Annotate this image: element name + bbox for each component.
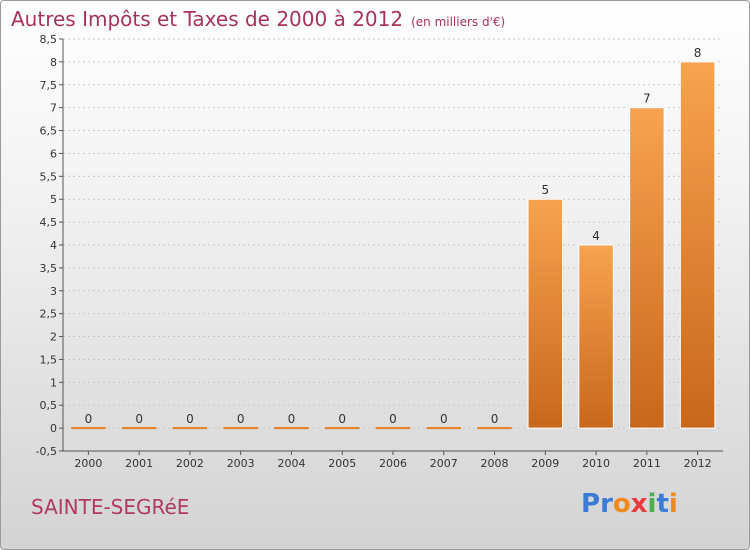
x-tick-label: 2002 bbox=[176, 457, 204, 470]
y-tick-label: 5,5 bbox=[40, 170, 58, 183]
logo-letter: i bbox=[647, 489, 657, 519]
bar bbox=[223, 427, 258, 430]
commune-name: SAINTE-SEGRéE bbox=[31, 495, 190, 519]
proxiti-logo: Proxiti bbox=[581, 489, 678, 519]
y-tick-label: 6 bbox=[50, 147, 57, 160]
bars bbox=[71, 61, 716, 430]
x-tick-label: 2004 bbox=[277, 457, 305, 470]
logo-letter: t bbox=[656, 489, 669, 519]
y-tick-label: 7,5 bbox=[40, 79, 58, 92]
data-label: 0 bbox=[491, 412, 499, 426]
data-label: 0 bbox=[288, 412, 296, 426]
x-tick-label: 2011 bbox=[633, 457, 661, 470]
data-label: 0 bbox=[186, 412, 194, 426]
y-tick-label: 1 bbox=[50, 376, 57, 389]
y-tick-label: 8 bbox=[50, 56, 57, 69]
bar bbox=[172, 427, 208, 430]
chart-title: Autres Impôts et Taxes de 2000 à 2012 (en… bbox=[11, 7, 505, 31]
data-label: 8 bbox=[694, 46, 702, 60]
bar bbox=[121, 427, 157, 430]
axes bbox=[59, 38, 723, 455]
x-tick-label: 2003 bbox=[227, 457, 255, 470]
data-label: 7 bbox=[643, 92, 651, 106]
data-label: 4 bbox=[592, 229, 600, 243]
bar bbox=[679, 61, 716, 429]
y-tick-label: 7 bbox=[50, 102, 57, 115]
data-label: 5 bbox=[541, 183, 549, 197]
gridlines bbox=[63, 38, 723, 452]
y-tick-label: 4,5 bbox=[40, 216, 58, 229]
y-tick-label: 2 bbox=[50, 331, 57, 344]
x-tick-label: 2008 bbox=[481, 457, 509, 470]
labels: -0,5 0 0,5 1 1,5 2 2,5 3 3,5 4 4,5 5 5,5 6 6,5 7 7,5 8 8,5… bbox=[36, 33, 712, 470]
y-tick-label: -0,5 bbox=[36, 445, 57, 458]
logo-letter: P bbox=[581, 489, 601, 519]
bar bbox=[324, 427, 360, 430]
x-tick-label: 2009 bbox=[531, 457, 559, 470]
bar bbox=[629, 107, 665, 429]
bar bbox=[274, 427, 309, 430]
x-tick-label: 2012 bbox=[684, 457, 712, 470]
x-tick-label: 2007 bbox=[430, 457, 458, 470]
data-label: 0 bbox=[85, 412, 93, 426]
data-label: 0 bbox=[389, 412, 397, 426]
y-tick-label: 3,5 bbox=[40, 262, 58, 275]
y-tick-label: 3 bbox=[50, 285, 57, 298]
logo-letter: i bbox=[668, 489, 678, 519]
y-tick-label: 8,5 bbox=[40, 33, 58, 46]
bar bbox=[527, 198, 564, 429]
chart-title-text: Autres Impôts et Taxes de 2000 à 2012 bbox=[11, 7, 404, 31]
bar bbox=[426, 427, 462, 430]
x-tick-label: 2005 bbox=[328, 457, 356, 470]
y-tick-label: 1,5 bbox=[40, 353, 58, 366]
chart-unit: (en milliers d'€) bbox=[411, 15, 506, 29]
data-label: 0 bbox=[135, 412, 143, 426]
logo-letter: r bbox=[600, 489, 613, 519]
logo-letter: o bbox=[612, 489, 631, 519]
bar bbox=[477, 427, 512, 430]
data-label: 0 bbox=[237, 412, 245, 426]
y-tick-label: 4 bbox=[50, 239, 57, 252]
data-label: 0 bbox=[338, 412, 346, 426]
y-tick-label: 2,5 bbox=[40, 308, 58, 321]
data-label: 0 bbox=[440, 412, 448, 426]
y-tick-label: 6,5 bbox=[40, 125, 58, 138]
x-tick-label: 2006 bbox=[379, 457, 407, 470]
bar bbox=[578, 244, 614, 429]
y-tick-label: 5 bbox=[50, 193, 57, 206]
x-tick-label: 2000 bbox=[74, 457, 102, 470]
bar bbox=[375, 427, 411, 430]
y-tick-label: 0 bbox=[50, 422, 57, 435]
x-tick-label: 2001 bbox=[125, 457, 153, 470]
logo-letter: x bbox=[630, 489, 648, 519]
bar bbox=[71, 427, 106, 430]
y-tick-label: 0,5 bbox=[40, 399, 58, 412]
x-tick-label: 2010 bbox=[582, 457, 610, 470]
